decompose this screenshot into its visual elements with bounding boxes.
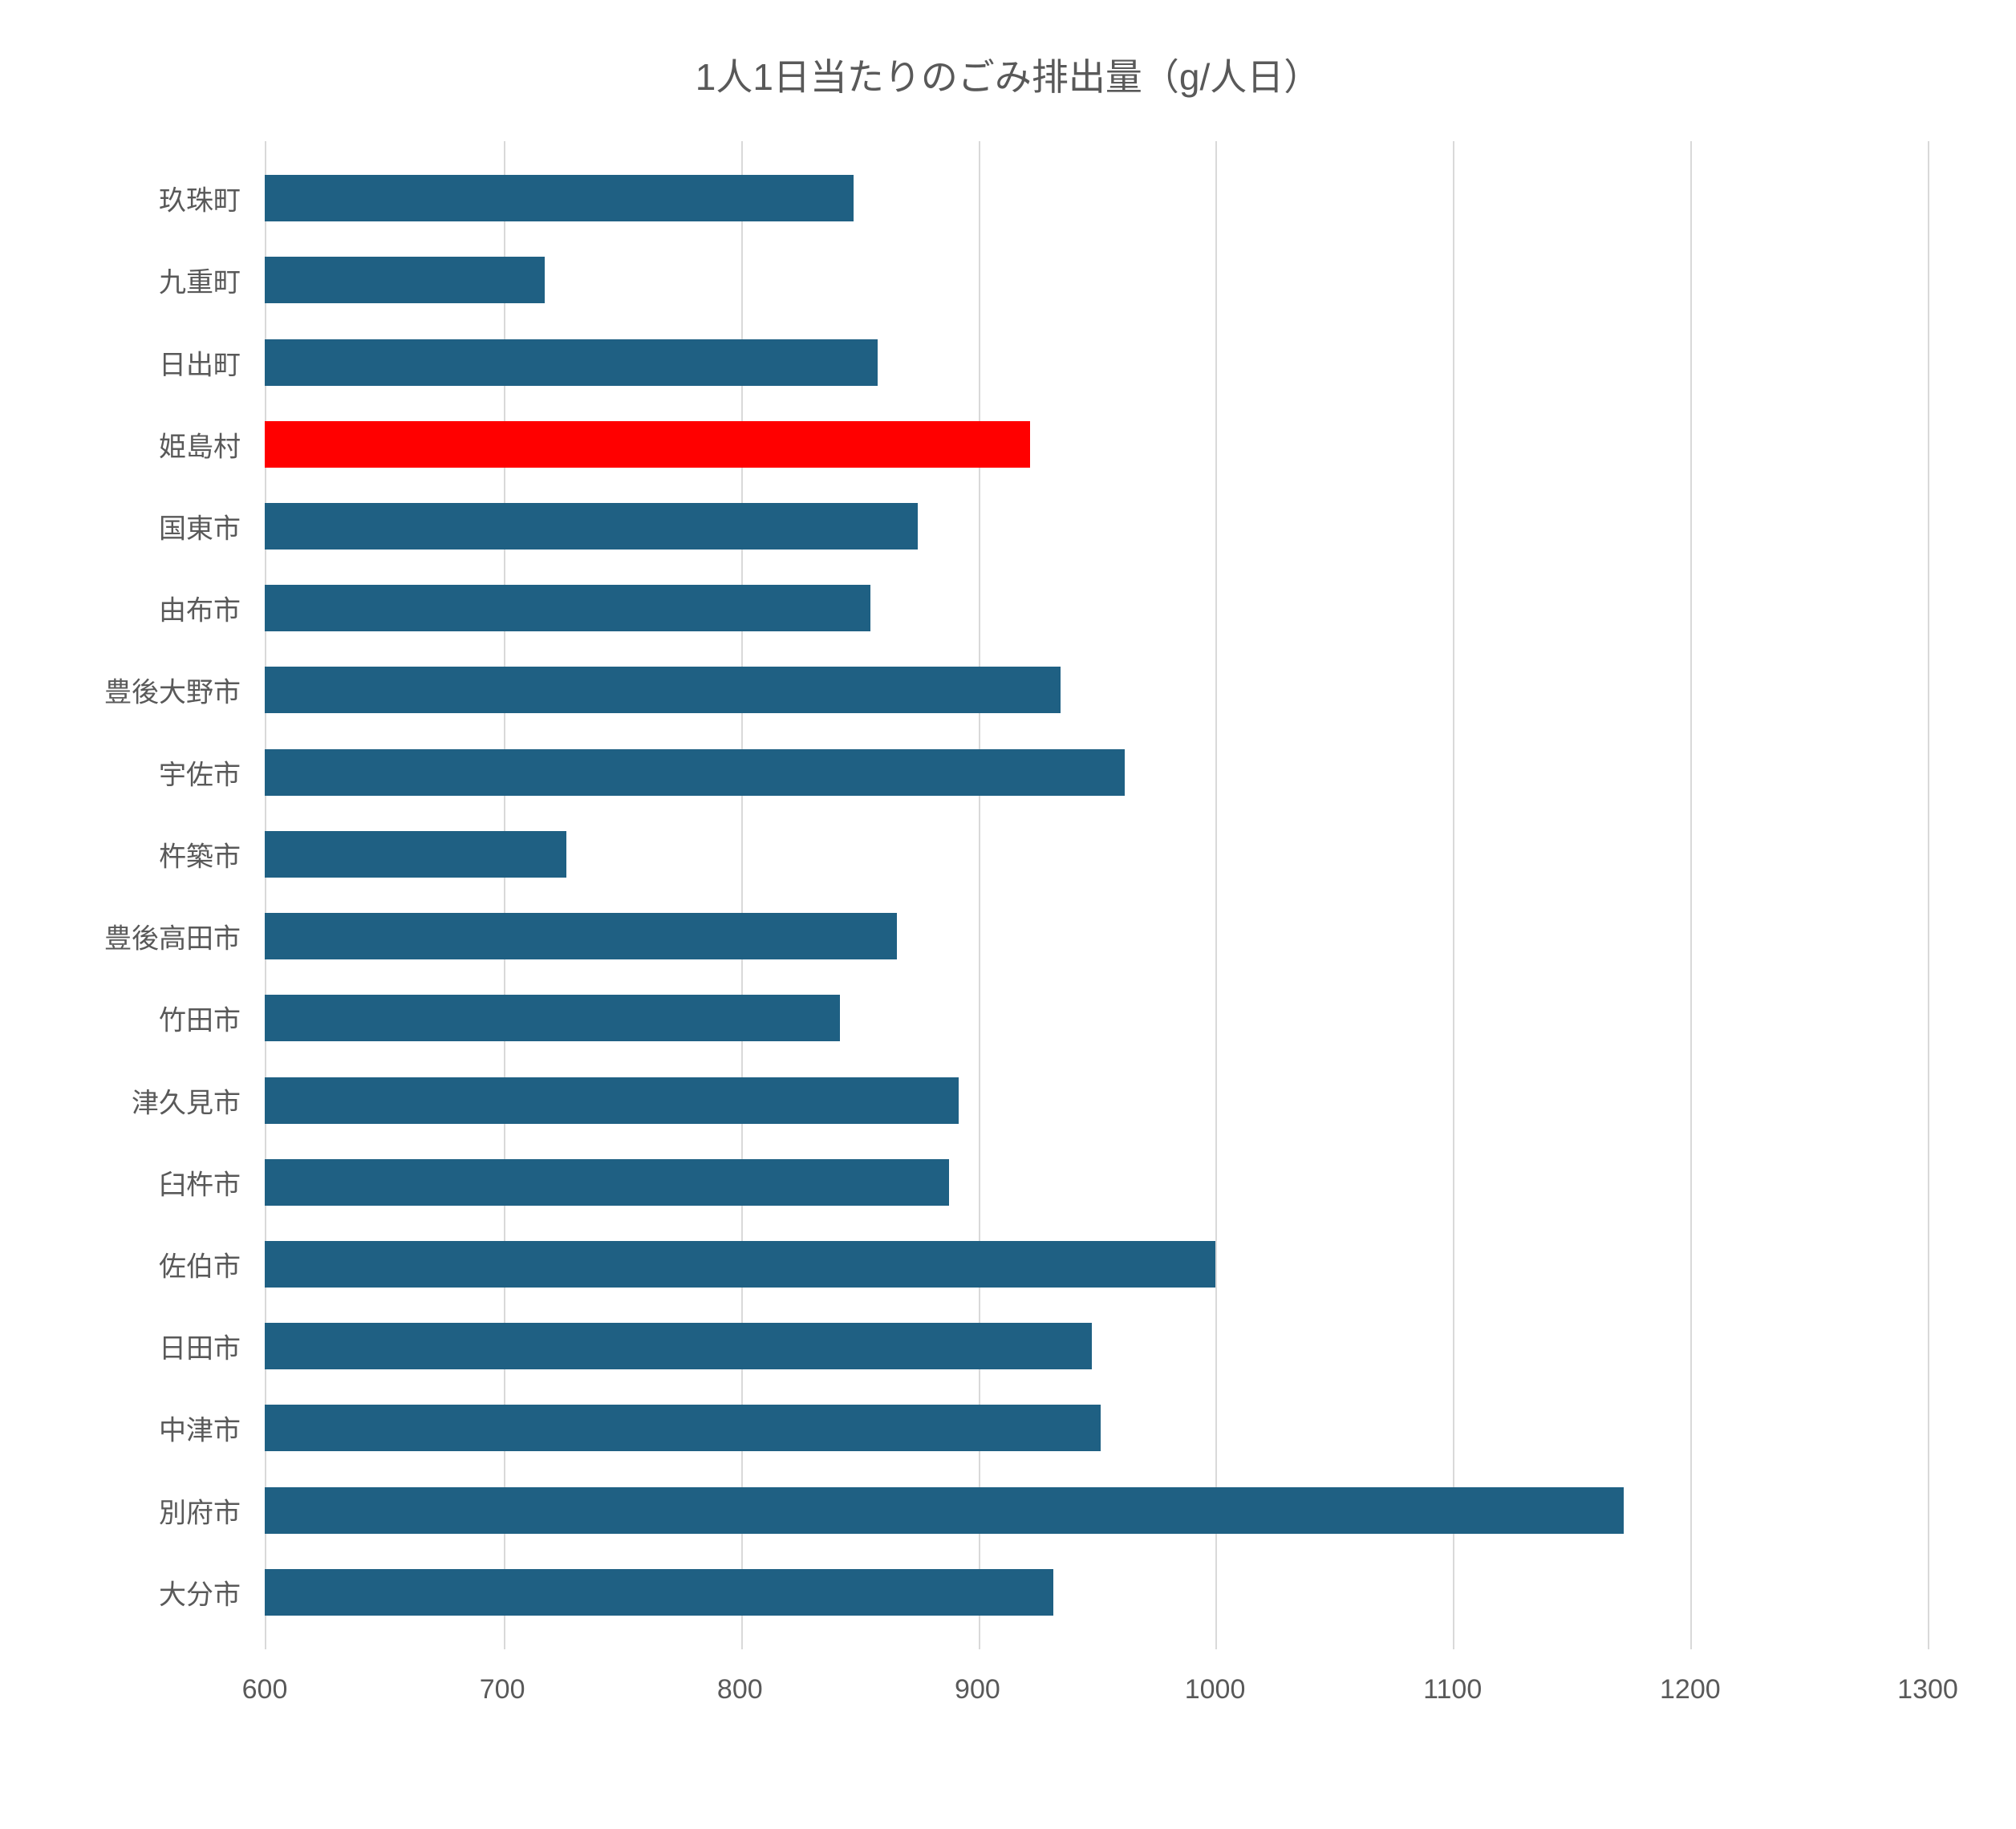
bar-row: 大分市 [265,1569,1928,1616]
bar-row: 九重町 [265,257,1928,303]
y-tick-label: 豊後大野市 [104,671,265,710]
x-tick-label: 600 [242,1674,288,1705]
bar [265,913,897,959]
y-tick-label: 由布市 [159,589,265,628]
x-tick-label: 800 [717,1674,763,1705]
bar [265,1405,1101,1451]
bar-row: 別府市 [265,1487,1928,1534]
y-tick-label: 姫島村 [159,424,265,464]
y-tick-label: 玖珠町 [159,179,265,218]
bars-group: 玖珠町九重町日出町姫島村国東市由布市豊後大野市宇佐市杵築市豊後高田市竹田市津久見… [265,141,1928,1649]
plot-area: 玖珠町九重町日出町姫島村国東市由布市豊後大野市宇佐市杵築市豊後高田市竹田市津久見… [265,141,1928,1705]
bar-row: 竹田市 [265,995,1928,1041]
y-tick-label: 別府市 [159,1490,265,1530]
bar [265,1241,1215,1288]
bar-row: 日田市 [265,1323,1928,1369]
bar-row: 豊後高田市 [265,913,1928,959]
x-axis-labels: 6007008009001000110012001300 [265,1649,1928,1705]
bar [265,339,878,386]
y-tick-label: 豊後高田市 [104,917,265,956]
bar [265,503,918,550]
bar-row: 宇佐市 [265,749,1928,796]
y-tick-label: 臼杵市 [159,1162,265,1202]
bar [265,995,840,1041]
bar-row: 日出町 [265,339,1928,386]
bar [265,421,1030,468]
x-tick-label: 1100 [1423,1674,1482,1705]
bar [265,1077,959,1124]
y-tick-label: 宇佐市 [159,752,265,792]
y-tick-label: 中津市 [159,1409,265,1448]
bar [265,175,854,221]
bar [265,667,1061,713]
bar-row: 杵築市 [265,831,1928,878]
chart-title: 1人1日当たりのごみ排出量（g/人日） [40,48,1976,101]
x-tick-label: 900 [955,1674,1000,1705]
bar-row: 玖珠町 [265,175,1928,221]
x-tick-label: 1000 [1185,1674,1246,1705]
bar-row: 臼杵市 [265,1159,1928,1206]
bar [265,1159,949,1206]
bar-row: 由布市 [265,585,1928,631]
y-tick-label: 国東市 [159,506,265,545]
bar [265,585,870,631]
bar [265,831,566,878]
bar-row: 中津市 [265,1405,1928,1451]
x-tick-label: 1300 [1897,1674,1958,1705]
y-tick-label: 大分市 [159,1572,265,1612]
bar [265,1487,1624,1534]
bar-row: 豊後大野市 [265,667,1928,713]
x-tick-label: 1200 [1660,1674,1721,1705]
y-tick-label: 九重町 [159,261,265,300]
y-tick-label: 津久見市 [132,1081,265,1120]
x-tick-label: 700 [480,1674,525,1705]
bar [265,1323,1092,1369]
y-tick-label: 日田市 [159,1327,265,1366]
y-tick-label: 杵築市 [159,834,265,874]
y-tick-label: 竹田市 [159,999,265,1038]
y-tick-label: 日出町 [159,343,265,382]
bar [265,257,545,303]
chart-container: 1人1日当たりのごみ排出量（g/人日） 玖珠町九重町日出町姫島村国東市由布市豊後… [0,0,2016,1829]
gridline [1928,141,1929,1649]
bar-row: 佐伯市 [265,1241,1928,1288]
y-tick-label: 佐伯市 [159,1244,265,1284]
bar-row: 国東市 [265,503,1928,550]
bar [265,1569,1053,1616]
bar-row: 津久見市 [265,1077,1928,1124]
bar [265,749,1125,796]
bar-row: 姫島村 [265,421,1928,468]
